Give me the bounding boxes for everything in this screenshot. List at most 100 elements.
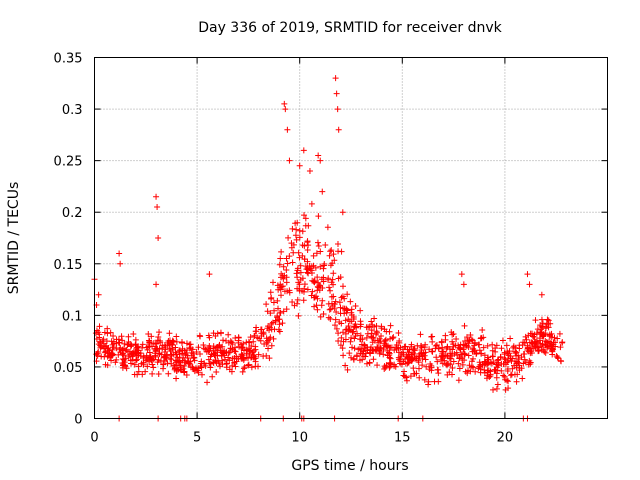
- data-point: [271, 326, 278, 333]
- data-point: [156, 350, 163, 357]
- data-point: [300, 147, 307, 154]
- data-point: [485, 367, 492, 374]
- data-point: [311, 303, 318, 310]
- data-point: [266, 355, 273, 362]
- data-point: [336, 299, 343, 306]
- data-point: [170, 362, 177, 369]
- data-point: [458, 271, 465, 278]
- data-point: [286, 157, 293, 164]
- data-point: [302, 215, 309, 222]
- data-point: [154, 345, 161, 352]
- data-point: [283, 274, 290, 281]
- data-point: [495, 356, 502, 363]
- data-point: [536, 329, 543, 336]
- data-point: [155, 370, 162, 377]
- data-point: [116, 339, 123, 346]
- data-point: [338, 294, 345, 301]
- data-point: [263, 352, 270, 359]
- data-point: [276, 261, 283, 268]
- data-point: [346, 350, 353, 357]
- data-point: [263, 335, 270, 342]
- data-point: [469, 348, 476, 355]
- plot-frame: [94, 57, 608, 419]
- data-point: [346, 318, 353, 325]
- data-point: [210, 350, 217, 357]
- data-point: [129, 351, 136, 358]
- data-point: [476, 363, 483, 370]
- data-point: [455, 360, 462, 367]
- data-point: [318, 302, 325, 309]
- data-point: [309, 288, 316, 295]
- data-point: [276, 328, 283, 335]
- data-point: [423, 363, 430, 370]
- data-point: [332, 316, 339, 323]
- data-point: [439, 348, 446, 355]
- data-point: [511, 362, 518, 369]
- data-point: [278, 292, 285, 299]
- data-point: [172, 344, 179, 351]
- data-point: [490, 386, 497, 393]
- data-point: [94, 350, 101, 357]
- data-point: [339, 209, 346, 216]
- data-point: [528, 350, 535, 357]
- data-point: [533, 330, 540, 337]
- data-point: [450, 358, 457, 365]
- data-point: [131, 361, 138, 368]
- data-point: [297, 262, 304, 269]
- data-point: [304, 258, 311, 265]
- data-point: [383, 362, 390, 369]
- data-point: [471, 339, 478, 346]
- data-point: [387, 344, 394, 351]
- data-point: [244, 355, 251, 362]
- data-point: [125, 340, 132, 347]
- data-point: [223, 350, 230, 357]
- data-point: [100, 336, 107, 343]
- data-point: [519, 375, 526, 382]
- data-point: [401, 368, 408, 375]
- data-point: [282, 106, 289, 113]
- data-point: [128, 350, 135, 357]
- x-tick-label: 0: [90, 431, 98, 446]
- data-point: [500, 360, 507, 367]
- data-point: [361, 341, 368, 348]
- data-point: [179, 345, 186, 352]
- data-point: [492, 348, 499, 355]
- data-point: [314, 274, 321, 281]
- data-point: [117, 260, 124, 267]
- data-point: [125, 333, 132, 340]
- data-point: [206, 271, 213, 278]
- data-point: [368, 318, 375, 325]
- data-point: [383, 343, 390, 350]
- data-point: [274, 297, 281, 304]
- data-point: [269, 319, 276, 326]
- data-point: [542, 325, 549, 332]
- data-point: [478, 335, 485, 342]
- data-point: [205, 356, 212, 363]
- data-point: [274, 312, 281, 319]
- data-point: [96, 334, 103, 341]
- data-point: [200, 342, 207, 349]
- data-point: [441, 357, 448, 364]
- data-point: [171, 366, 178, 373]
- data-point: [404, 360, 411, 367]
- data-point: [160, 354, 167, 361]
- data-point: [160, 361, 167, 368]
- data-point: [258, 326, 265, 333]
- data-point: [327, 262, 334, 269]
- data-point: [476, 347, 483, 354]
- data-point: [484, 342, 491, 349]
- data-point: [164, 360, 171, 367]
- data-point: [550, 341, 557, 348]
- data-point: [526, 281, 533, 288]
- data-point: [327, 316, 334, 323]
- data-point: [150, 340, 157, 347]
- data-point: [301, 256, 308, 263]
- data-point: [286, 253, 293, 260]
- data-point: [239, 345, 246, 352]
- data-point: [538, 291, 545, 298]
- data-point: [515, 356, 522, 363]
- data-point: [470, 364, 477, 371]
- data-point: [450, 331, 457, 338]
- data-point: [538, 316, 545, 323]
